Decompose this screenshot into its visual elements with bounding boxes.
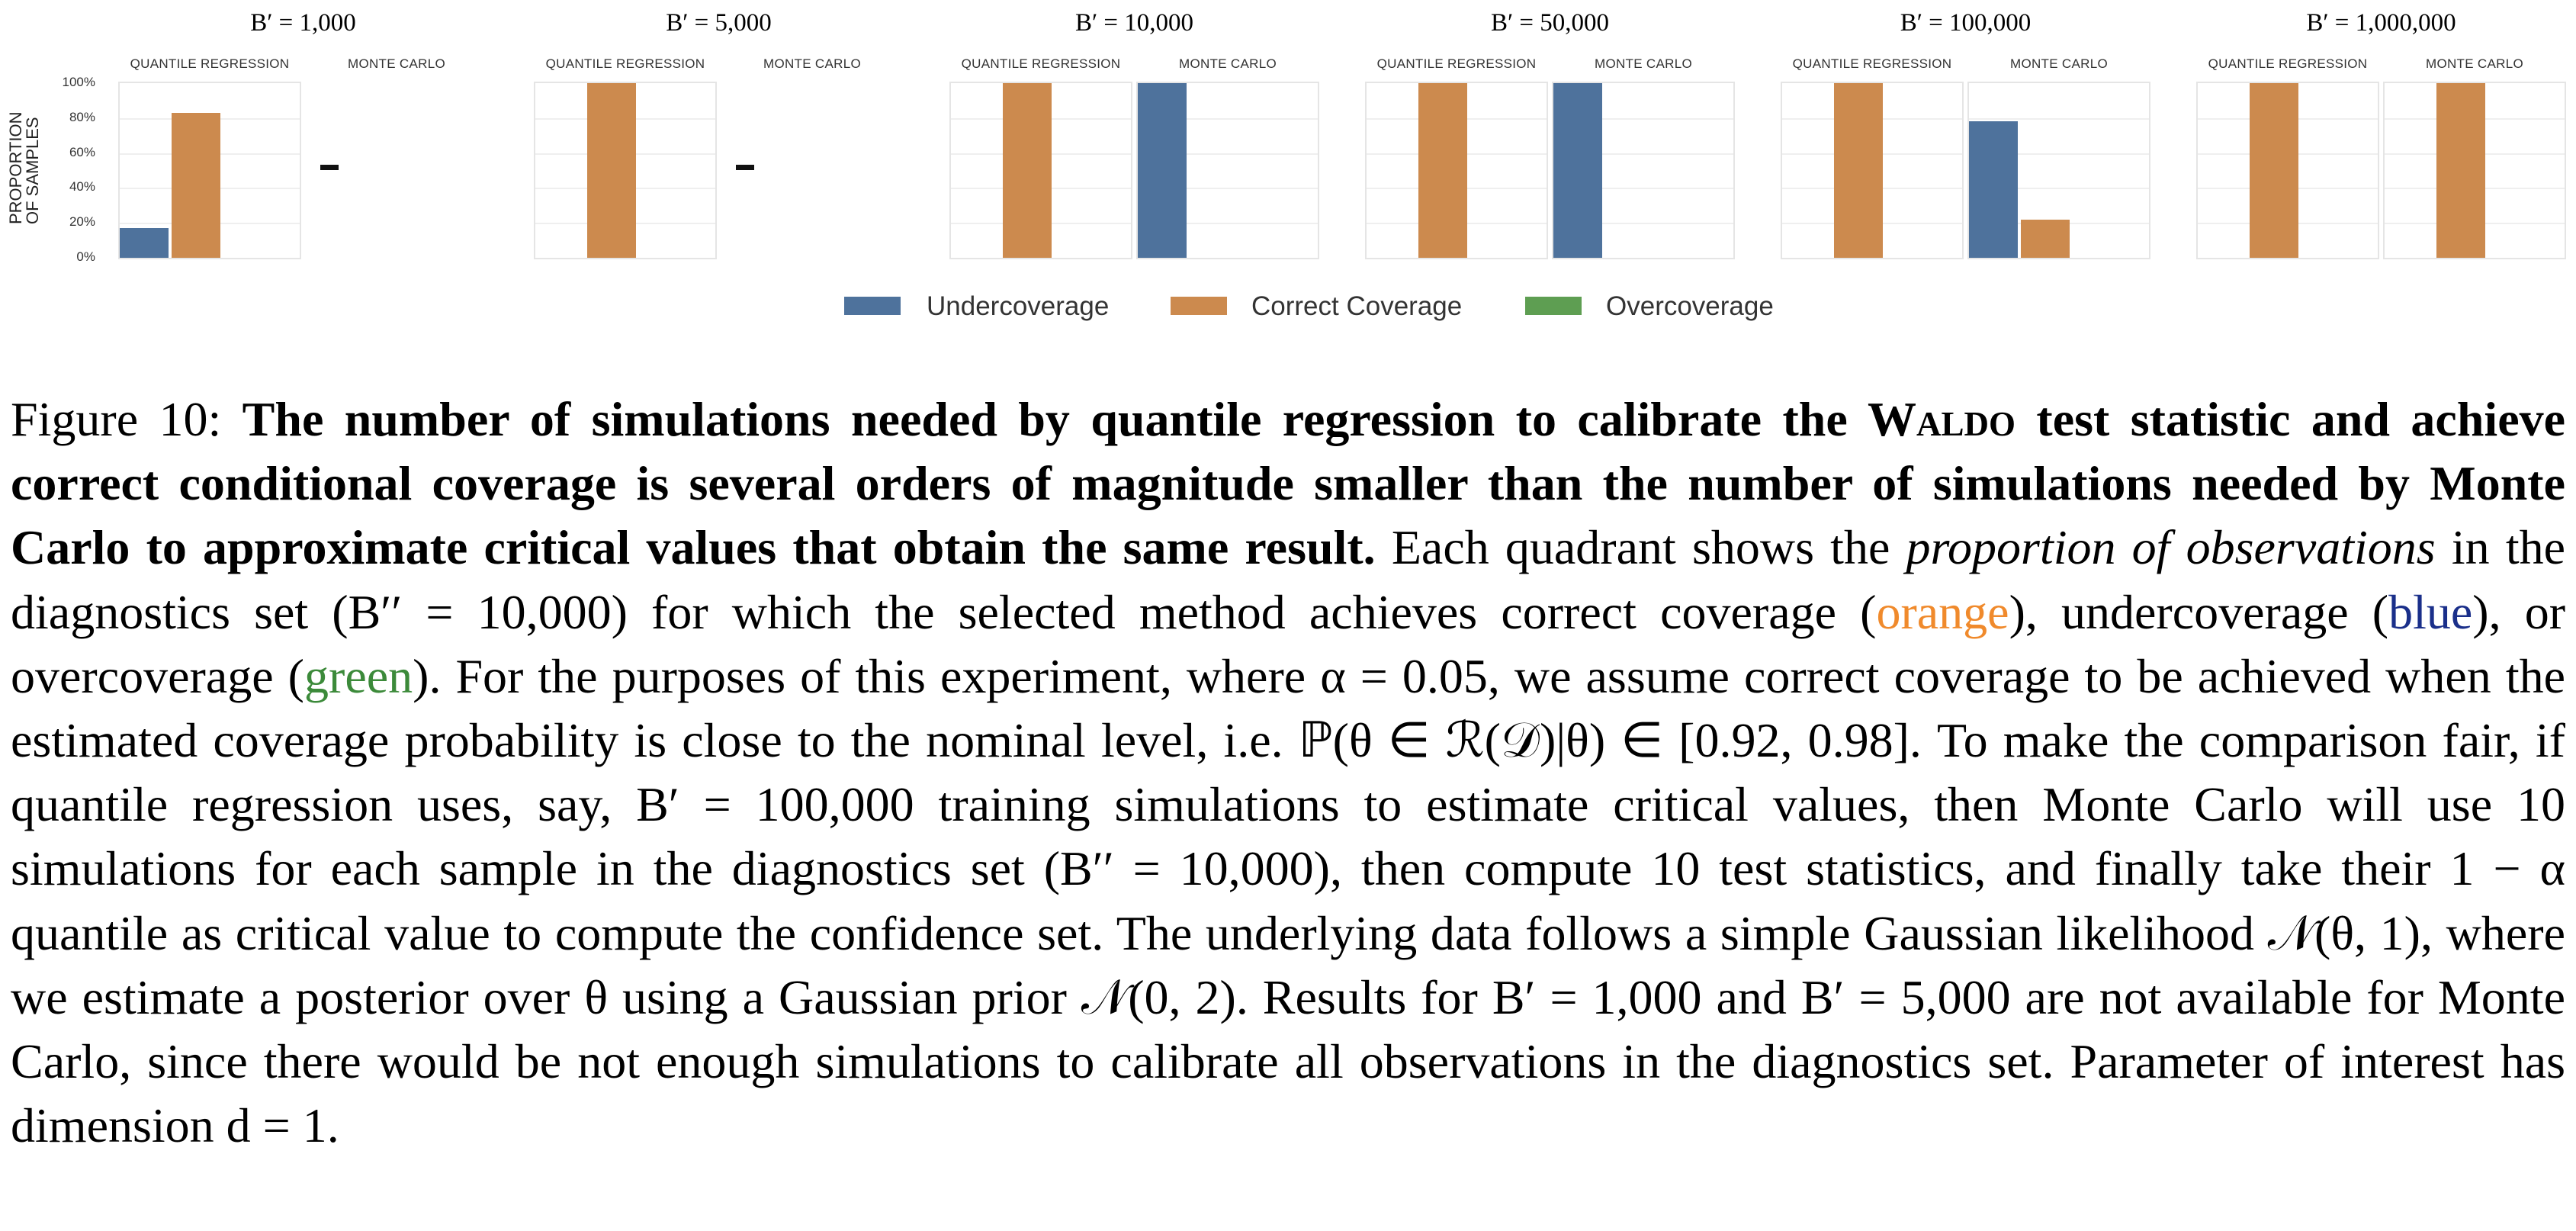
subplot-title: MONTE CARLO xyxy=(1179,56,1277,71)
subplot-title: QUANTILE REGRESSION xyxy=(130,56,290,71)
bar-correct-coverage xyxy=(1003,83,1052,258)
caption-text-1: Each quadrant shows the xyxy=(1375,520,1906,575)
subplot-area xyxy=(2383,82,2566,259)
subplot-area xyxy=(949,82,1132,259)
subplot-title: MONTE CARLO xyxy=(2426,56,2523,71)
not-available-dash xyxy=(736,165,754,170)
caption-waldo-rest: aldo xyxy=(1916,392,2016,446)
bar-undercoverage xyxy=(1969,121,2018,258)
gridline xyxy=(1138,117,1318,120)
bar-correct-coverage xyxy=(2250,83,2298,258)
caption-bold-summary: The number of simulations needed by quan… xyxy=(11,392,2565,574)
bar-correct-coverage xyxy=(1418,83,1467,258)
caption-word-green: green xyxy=(304,648,413,703)
panel-title: B′ = 10,000 xyxy=(1074,9,1194,37)
bar-correct-coverage xyxy=(2436,83,2485,258)
subplot-title: MONTE CARLO xyxy=(1595,56,1692,71)
gridline xyxy=(1969,188,2149,190)
caption-text-5: ). For the purposes of this experiment, … xyxy=(11,648,2566,1153)
caption-text-3: ), undercoverage ( xyxy=(2009,584,2389,639)
not-available-dash xyxy=(320,165,339,170)
caption-bold-part-a: The number of simulations needed by quan… xyxy=(242,392,1868,446)
caption-text-2: in the diagnostics set (B′′ = 10,000) fo… xyxy=(11,520,2566,639)
y-tick-label: 60% xyxy=(69,144,95,159)
legend-swatch-undercoverage xyxy=(844,297,901,315)
caption-figure-label: Figure 10: xyxy=(11,392,222,446)
y-tick-label: 80% xyxy=(69,109,95,124)
panel-title: B′ = 50,000 xyxy=(1490,9,1610,37)
y-axis-label-line-1: PROPORTION xyxy=(6,111,25,224)
subplot-area xyxy=(534,82,717,259)
legend-label-undercoverage: Undercoverage xyxy=(927,291,1110,321)
subplot-title: QUANTILE REGRESSION xyxy=(545,56,705,71)
gridline xyxy=(1138,223,1318,225)
caption-word-orange: orange xyxy=(1876,584,2009,639)
legend-swatch-overcoverage xyxy=(1525,297,1582,315)
subplot-title: MONTE CARLO xyxy=(348,56,445,71)
subplot-title: QUANTILE REGRESSION xyxy=(2208,56,2368,71)
subplot-title: QUANTILE REGRESSION xyxy=(961,56,1121,71)
gridline xyxy=(1138,188,1318,190)
subplot-area xyxy=(1552,82,1735,259)
gridline xyxy=(1553,188,1733,190)
bar-correct-coverage xyxy=(1834,83,1883,258)
subplot-area xyxy=(2196,82,2379,259)
bar-undercoverage xyxy=(120,228,169,258)
bar-correct-coverage xyxy=(2021,219,2070,258)
gridline xyxy=(1138,153,1318,155)
legend-label-correct-coverage: Correct Coverage xyxy=(1251,291,1463,321)
subplot-area xyxy=(118,82,301,259)
subplot-area xyxy=(1781,82,1964,259)
legend-swatch-correct-coverage xyxy=(1171,297,1227,315)
subplot-area xyxy=(1967,82,2150,259)
bar-correct-coverage xyxy=(587,83,636,258)
panel-title: B′ = 100,000 xyxy=(1900,9,2032,37)
gridline xyxy=(1969,153,2149,155)
subplot-area xyxy=(1365,82,1548,259)
y-tick-label: 100% xyxy=(62,75,95,89)
legend-item-correct-coverage: Correct Coverage xyxy=(1171,290,1521,321)
subplot-title: MONTE CARLO xyxy=(2010,56,2108,71)
gridline xyxy=(1969,117,2149,120)
subplot-title: QUANTILE REGRESSION xyxy=(1792,56,1952,71)
caption-italic-phrase: proportion of observations xyxy=(1906,520,2436,575)
gridline xyxy=(1553,153,1733,155)
figure-caption: Figure 10: The number of simulations nee… xyxy=(11,387,2565,1158)
legend-label-overcoverage: Overcoverage xyxy=(1606,291,1774,321)
panel-title: B′ = 1,000 xyxy=(250,9,356,37)
legend-item-undercoverage: Undercoverage xyxy=(844,290,1149,321)
gridline xyxy=(1553,223,1733,225)
caption-waldo-initial: W xyxy=(1867,392,1916,446)
caption-bold-part-b: test statistic and achieve correct condi… xyxy=(11,392,2565,575)
bar-undercoverage xyxy=(1138,83,1187,258)
caption-text-4: ), or overcoverage ( xyxy=(11,584,2566,703)
y-axis-label-line-2: OF SAMPLES xyxy=(23,117,42,224)
legend-item-overcoverage: Overcoverage xyxy=(1525,290,1830,321)
y-axis-label: PROPORTION OF SAMPLES xyxy=(6,111,42,224)
subplot-title: QUANTILE REGRESSION xyxy=(1376,56,1537,71)
panel-title: B′ = 1,000,000 xyxy=(2306,9,2456,37)
caption-word-blue: blue xyxy=(2388,584,2473,639)
subplot-title: MONTE CARLO xyxy=(763,56,861,71)
y-tick-label: 0% xyxy=(76,249,95,264)
panel-title: B′ = 5,000 xyxy=(666,9,772,37)
bar-undercoverage xyxy=(1553,83,1602,258)
gridline xyxy=(1553,117,1733,120)
y-tick-label: 40% xyxy=(69,179,95,194)
bar-correct-coverage xyxy=(172,112,220,258)
subplot-area xyxy=(1136,82,1319,259)
coverage-bar-chart-figure: PROPORTION OF SAMPLES 100% 80% 60% 40% 20% 0%… xyxy=(0,0,2576,351)
y-tick-label: 20% xyxy=(69,214,95,230)
